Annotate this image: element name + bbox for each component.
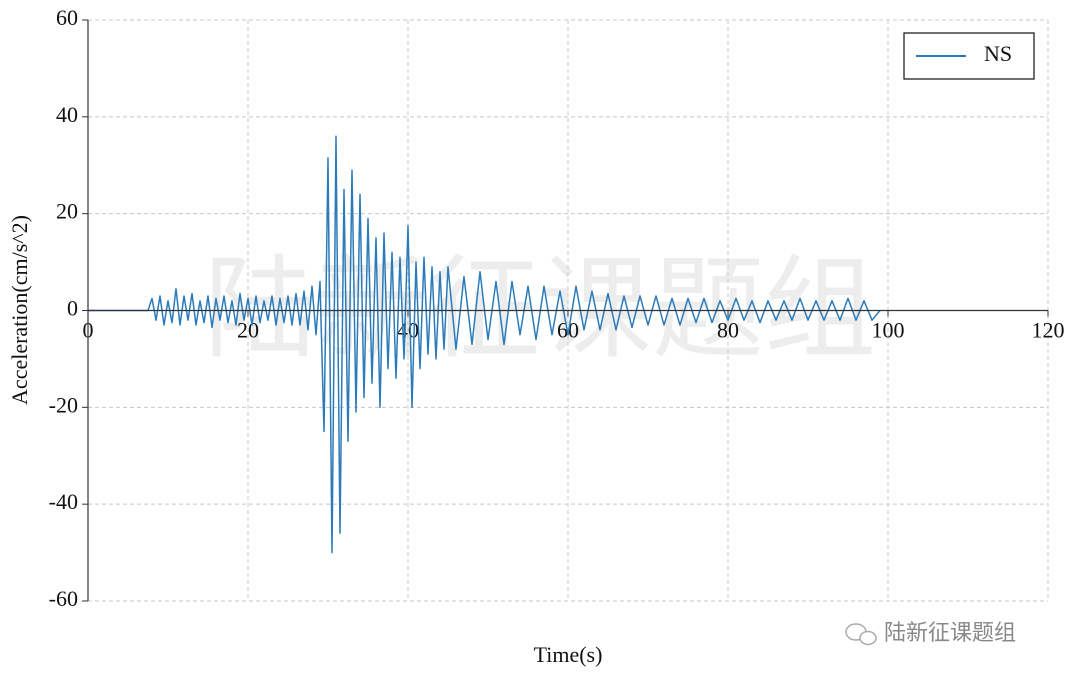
x-tick-label: 120 <box>1032 318 1065 343</box>
y-tick-label: 40 <box>56 102 78 127</box>
source-icon <box>845 623 877 646</box>
y-tick-label: 60 <box>56 5 78 30</box>
y-tick-label: -20 <box>49 392 78 417</box>
data-line <box>88 135 881 554</box>
y-tick-label: 20 <box>56 199 78 224</box>
x-axis-label: Time(s) <box>534 642 603 667</box>
x-tick-label: 80 <box>717 318 739 343</box>
y-axis-label: Acceleration(cm/s^2) <box>7 215 32 405</box>
x-tick-label: 60 <box>557 318 579 343</box>
y-tick-label: -40 <box>49 489 78 514</box>
y-tick-label: 0 <box>67 296 78 321</box>
legend-label: NS <box>984 41 1012 66</box>
x-tick-label: 40 <box>397 318 419 343</box>
x-tick-label: 100 <box>872 318 905 343</box>
x-tick-label: 20 <box>237 318 259 343</box>
y-tick-label: -60 <box>49 586 78 611</box>
source-label: 陆新征课题组 <box>884 621 1016 646</box>
